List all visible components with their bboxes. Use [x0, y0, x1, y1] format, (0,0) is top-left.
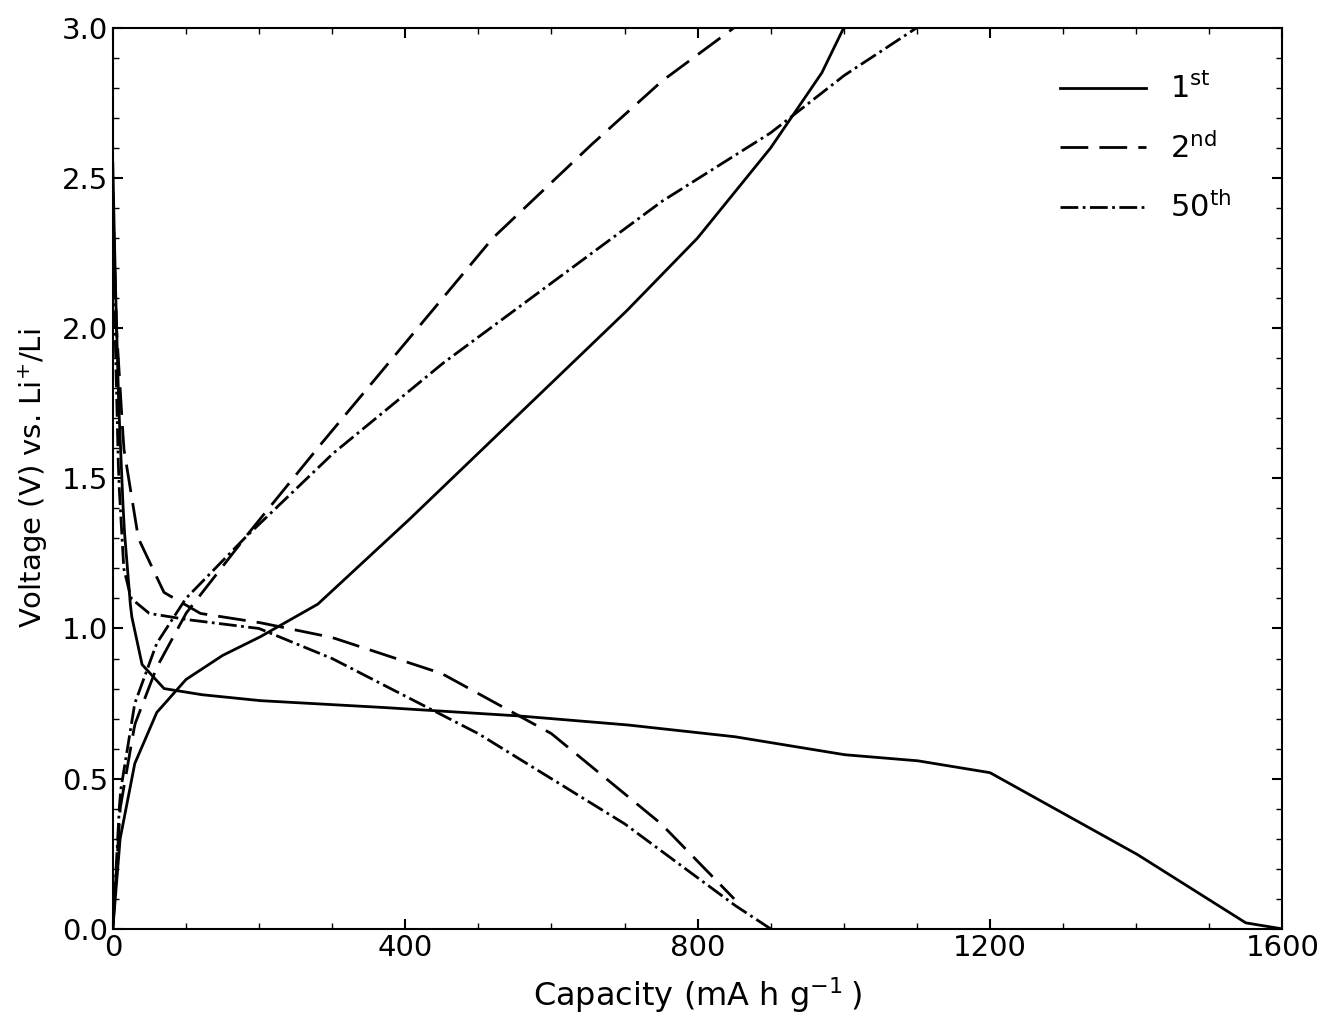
2$^{\rm nd}$	[403, 657, 420, 670]
2$^{\rm nd}$	[474, 689, 490, 702]
2$^{\rm nd}$	[399, 656, 415, 669]
1$^{\rm st}$	[815, 745, 831, 757]
Line: 2$^{\rm nd}$: 2$^{\rm nd}$	[112, 193, 735, 899]
50$^{\rm th}$	[763, 923, 779, 935]
50$^{\rm th}$	[274, 632, 290, 644]
50$^{\rm th}$	[544, 773, 560, 785]
1$^{\rm st}$	[104, 157, 120, 169]
1$^{\rm st}$	[784, 740, 800, 752]
2$^{\rm nd}$	[711, 877, 727, 890]
1$^{\rm st}$	[1275, 923, 1291, 935]
50$^{\rm th}$	[402, 692, 418, 705]
50$^{\rm th}$	[600, 807, 616, 819]
Y-axis label: Voltage (V) vs. Li$^{+}$/Li: Voltage (V) vs. Li$^{+}$/Li	[16, 328, 51, 628]
50$^{\rm th}$	[493, 741, 509, 753]
1$^{\rm st}$	[991, 772, 1007, 784]
1$^{\rm st}$	[1112, 839, 1128, 851]
1$^{\rm st}$	[850, 749, 866, 762]
Legend: 1$^{\rm st}$, 2$^{\rm nd}$, 50$^{\rm th}$: 1$^{\rm st}$, 2$^{\rm nd}$, 50$^{\rm th}…	[1047, 61, 1244, 235]
50$^{\rm th}$	[104, 187, 120, 199]
2$^{\rm nd}$	[727, 893, 743, 905]
Line: 1$^{\rm st}$: 1$^{\rm st}$	[112, 163, 1283, 929]
1$^{\rm st}$	[176, 685, 192, 698]
2$^{\rm nd}$	[104, 187, 120, 199]
2$^{\rm nd}$	[615, 785, 631, 798]
2$^{\rm nd}$	[441, 672, 457, 684]
Line: 50$^{\rm th}$: 50$^{\rm th}$	[112, 193, 771, 929]
50$^{\rm th}$	[222, 618, 238, 631]
X-axis label: Capacity (mA h g$^{-1}$ ): Capacity (mA h g$^{-1}$ )	[533, 975, 862, 1015]
